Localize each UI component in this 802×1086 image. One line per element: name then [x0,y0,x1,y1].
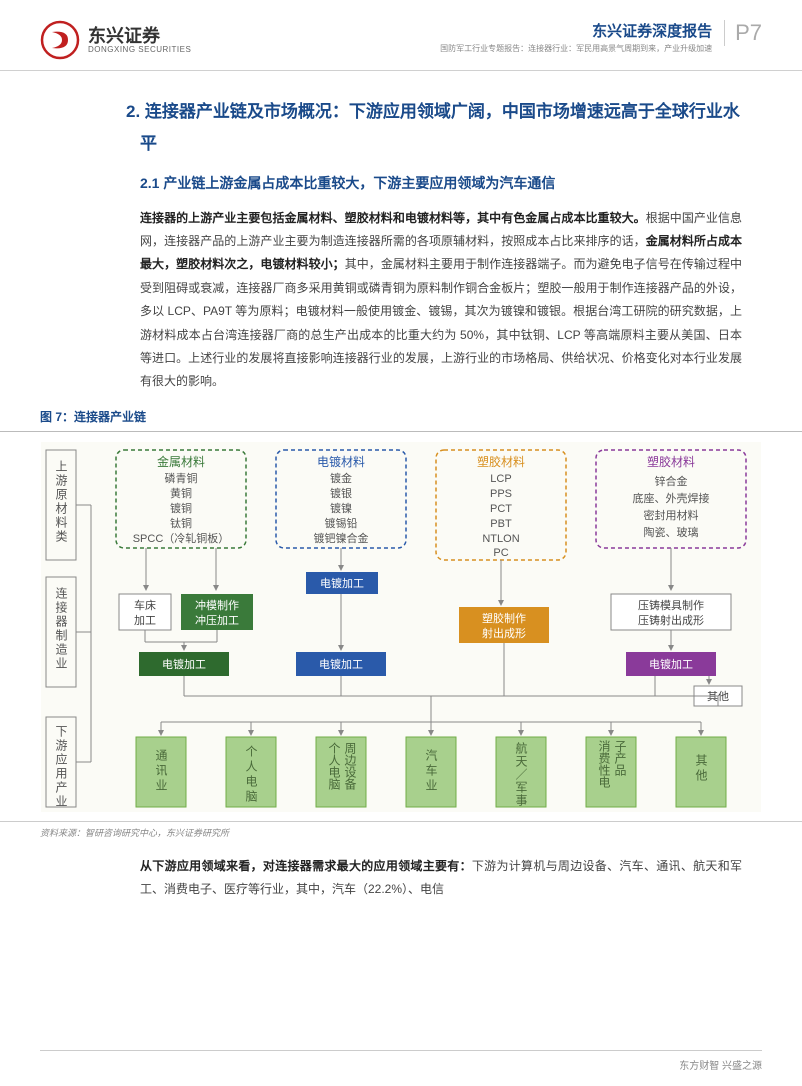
proc-inject-l1: 塑胶制作 [482,611,526,625]
para1-bold1: 连接器的上游产业主要包括金属材料、塑胶材料和电镀材料等，其中有色金属占成本比重较… [140,211,646,225]
box-plastic2-item1: 底座、外壳焊接 [633,491,710,505]
down-6: 其他 [694,753,708,783]
diagram-area: 上游原材料类 连接器制造业 下游应用产业 金属材料 磷青铜 黄铜 镀铜 钛铜 S… [0,432,802,821]
down-4: 航天／军事 [514,740,528,806]
paragraph-2: 从下游应用领域来看，对连接器需求最大的应用领域主要有：下游为计算机与周边设备、汽… [140,855,742,902]
proc-stamp-l1: 冲模制作 [195,598,239,612]
logo-text: 东兴证券 DONGXING SECURITIES [88,27,191,54]
box-plastic1-title: 塑胶材料 [477,454,525,469]
proc-plate-small: 电镀加工 [320,576,364,590]
box-plastic1-item1: PPS [490,488,512,500]
sidebar-mid: 连接器制造业 [54,585,68,670]
box-plating-item1: 镀银 [330,486,352,500]
company-name-en: DONGXING SECURITIES [88,45,191,54]
box-metal-item0: 磷青铜 [165,471,198,485]
down-5a: 消费性电 [597,739,611,787]
down-5b: 子产品 [613,739,627,775]
figure-source: 资料来源：智研咨询研究中心，东兴证券研究所 [0,821,802,845]
company-name-cn: 东兴证券 [88,27,191,45]
report-subtitle: 国防军工行业专题报告：连接器行业：军民用高景气周期到来，产业升级加速 [440,43,712,54]
logo-block: 东兴证券 DONGXING SECURITIES [40,20,191,60]
header-right: 东兴证券深度报告 国防军工行业专题报告：连接器行业：军民用高景气周期到来，产业升… [440,20,762,54]
box-plastic2-item0: 锌合金 [655,474,688,488]
proc-inject-l2: 射出成形 [482,626,526,640]
proc-diecast-l1: 压铸模具制作 [638,598,704,612]
section-title: 2. 连接器产业链及市场概况：下游应用领域广阔，中国市场增速远高于全球行业水平 [140,96,742,161]
box-plastic1-item5: PC [493,547,508,559]
page-footer: 东方财智 兴盛之源 [40,1050,762,1072]
box-plating-item2: 镀镍 [330,501,352,515]
para2-bold: 从下游应用领域来看，对连接器需求最大的应用领域主要有： [140,859,472,873]
box-plating-title: 电镀材料 [317,455,365,469]
para1-text2: 其中，金属材料主要用于制作连接器端子。而为避免电子信号在传输过程中受到阻碍或衰减… [140,257,742,388]
page-header: 东兴证券 DONGXING SECURITIES 东兴证券深度报告 国防军工行业… [0,0,802,71]
down-2b: 周边设备 [343,742,357,791]
subsection-title: 2.1 产业链上游金属占成本比重较大，下游主要应用领域为汽车通信 [140,173,742,193]
down-1: 个人电脑 [244,744,258,804]
down-2a: 个人电脑 [327,741,341,789]
down-0: 通讯业 [154,748,168,793]
box-metal-item2: 镀铜 [170,501,192,515]
box-plastic1-item4: NTLON [482,533,519,545]
box-plastic2-title: 塑胶材料 [647,454,695,469]
proc-lathe-l2: 加工 [134,614,156,627]
box-plastic2-item2: 密封用材料 [644,508,699,522]
proc-plate2: 电镀加工 [319,657,363,671]
box-plating-item3: 镀锡铅 [325,516,358,530]
sidebar-downstream: 下游应用产业 [54,725,68,809]
proc-stamp-l2: 冲压加工 [195,613,239,627]
content-after-figure: 从下游应用领域来看，对连接器需求最大的应用领域主要有：下游为计算机与周边设备、汽… [0,845,802,902]
box-plastic1-item3: PBT [490,518,512,530]
footer-text: 东方财智 兴盛之源 [679,1061,762,1072]
box-plastic1-item2: PCT [490,503,512,515]
page-number-block: P7 [724,20,762,46]
sidebar-upstream: 上游原材料类 [54,459,68,543]
box-plating-item4: 镀钯镍合金 [314,531,369,545]
proc-diecast-l2: 压铸射出成形 [638,613,704,627]
box-plastic2-item3: 陶瓷、玻璃 [644,525,699,539]
main-content: 2. 连接器产业链及市场概况：下游应用领域广阔，中国市场增速远高于全球行业水平 … [0,71,802,394]
figure-caption: 图 7：连接器产业链 [0,402,802,432]
box-plating-item0: 镀金 [330,471,352,485]
page-number: P7 [735,20,762,46]
company-logo-icon [40,20,80,60]
box-metal-item4: SPCC（冷轧铜板） [133,531,230,545]
box-metal-title: 金属材料 [157,454,205,469]
paragraph-1: 连接器的上游产业主要包括金属材料、塑胶材料和电镀材料等，其中有色金属占成本比重较… [140,207,742,394]
box-metal-item1: 黄铜 [170,486,192,500]
down-3: 汽车业 [424,747,438,793]
box-metal-item3: 钛铜 [170,516,192,530]
proc-lathe-l1: 车床 [134,598,156,612]
proc-plate1: 电镀加工 [162,657,206,671]
report-title: 东兴证券深度报告 [440,20,712,41]
supply-chain-diagram: 上游原材料类 连接器制造业 下游应用产业 金属材料 磷青铜 黄铜 镀铜 钛铜 S… [40,442,762,812]
proc-plate3: 电镀加工 [649,657,693,671]
box-plastic1-item0: LCP [490,473,511,485]
